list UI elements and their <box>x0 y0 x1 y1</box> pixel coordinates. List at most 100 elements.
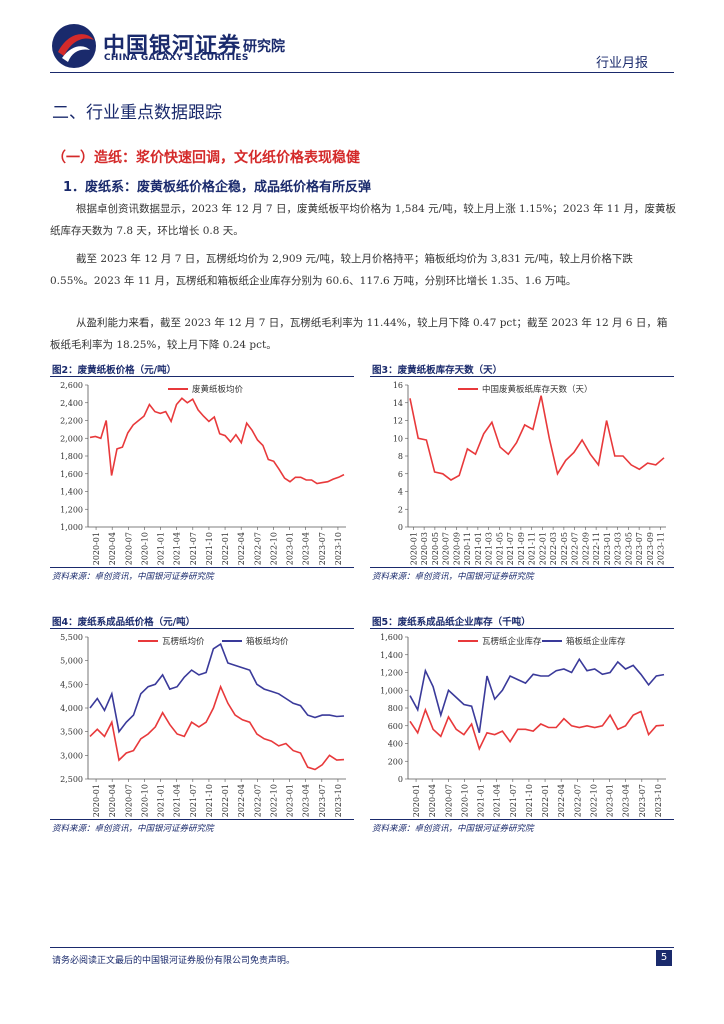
x-tick-label: 2023-10 <box>334 784 343 817</box>
x-tick-label: 2021-01 <box>157 532 166 565</box>
x-tick-label: 2022-01 <box>538 532 547 565</box>
legend-label: 废黄纸板均价 <box>192 384 244 395</box>
x-tick-label: 2023-10 <box>654 784 663 817</box>
y-tick-label: 2 <box>398 505 403 514</box>
y-tick-label: 10 <box>393 434 403 443</box>
chart-title: 图3：废黄纸板库存天数（天） <box>372 365 503 376</box>
x-tick-label: 2020-01 <box>92 532 101 565</box>
chart-rule <box>370 628 674 629</box>
series-line-0 <box>89 397 345 485</box>
x-tick-label: 2023-07 <box>318 784 327 817</box>
y-tick-label: 5,000 <box>60 657 83 666</box>
y-tick-label: 400 <box>388 740 403 749</box>
logo-icon <box>52 24 96 68</box>
chart-title: 图5：废纸系成品纸企业库存（千吨） <box>372 617 531 628</box>
chart-rule <box>370 376 674 377</box>
x-tick-label: 2020-01 <box>409 532 418 565</box>
y-tick-label: 3,500 <box>60 728 83 737</box>
x-tick-label: 2022-10 <box>269 532 278 565</box>
x-tick-label: 2020-10 <box>140 532 149 565</box>
chart-source: 资料来源：卓创资讯，中国银河证券研究院 <box>52 572 214 582</box>
x-tick-label: 2022-07 <box>253 532 262 565</box>
x-tick-label: 2023-10 <box>334 532 343 565</box>
x-tick-label: 2020-04 <box>108 532 117 565</box>
y-tick-label: 5,500 <box>60 633 83 642</box>
y-tick-label: 1,400 <box>60 488 83 497</box>
x-tick-label: 2021-05 <box>495 532 504 565</box>
x-tick-label: 2022-10 <box>269 784 278 817</box>
x-tick-label: 2023-01 <box>286 784 295 817</box>
x-tick-label: 2021-07 <box>189 532 198 565</box>
x-tick-label: 2020-05 <box>431 532 440 565</box>
brand-name-en: CHINA GALAXY SECURITIES <box>104 53 249 63</box>
x-tick-label: 2021-04 <box>493 784 502 817</box>
sub-sub-section-title: 1．废纸系：废黄板纸价格企稳，成品纸价格有所反弹 <box>63 180 372 195</box>
x-tick-label: 2020-01 <box>412 784 421 817</box>
x-tick-label: 2021-01 <box>477 784 486 817</box>
paragraph: 从盈利能力来看，截至 2023 年 12 月 7 日，瓦楞纸毛利率为 11.44… <box>50 317 668 351</box>
legend-label: 瓦楞纸均价 <box>162 636 205 647</box>
x-tick-label: 2021-09 <box>517 532 526 565</box>
x-tick-label: 2021-04 <box>173 532 182 565</box>
x-tick-label: 2022-07 <box>571 532 580 565</box>
y-tick-label: 6 <box>398 470 403 479</box>
footer-divider <box>50 947 674 948</box>
y-tick-label: 16 <box>393 381 403 390</box>
x-tick-label: 2021-07 <box>509 784 518 817</box>
legend-label: 箱板纸均价 <box>246 636 289 647</box>
y-tick-label: 12 <box>393 417 403 426</box>
y-tick-label: 2,000 <box>60 434 83 443</box>
x-tick-label: 2020-10 <box>460 784 469 817</box>
y-tick-label: 1,000 <box>60 523 83 532</box>
x-tick-label: 2020-01 <box>92 784 101 817</box>
x-tick-label: 2022-01 <box>221 532 230 565</box>
y-tick-label: 2,200 <box>60 417 83 426</box>
series-line-1 <box>89 642 345 734</box>
x-tick-label: 2022-04 <box>557 784 566 817</box>
x-tick-label: 2022-05 <box>560 532 569 565</box>
y-tick-label: 200 <box>388 757 403 766</box>
x-tick-label: 2021-10 <box>205 784 214 817</box>
y-tick-label: 1,600 <box>380 633 403 642</box>
y-tick-label: 14 <box>393 399 403 408</box>
chart-fig4: 2,500 3,000 3,500 4,000 4,500 5,000 5,500 2020-… <box>60 633 346 817</box>
x-tick-label: 2021-01 <box>157 784 166 817</box>
x-tick-label: 2022-10 <box>589 784 598 817</box>
chart-rule <box>50 819 354 820</box>
x-tick-label: 2023-01 <box>603 532 612 565</box>
x-tick-label: 2022-04 <box>237 532 246 565</box>
x-tick-label: 2023-04 <box>622 784 631 817</box>
chart-fig2: 1,000 1,200 1,400 1,600 1,800 2,000 2,200 2,400… <box>60 381 346 565</box>
chart-rule <box>370 567 674 568</box>
chart-source: 资料来源：卓创资讯，中国银河证券研究院 <box>372 572 534 582</box>
x-tick-label: 2020-04 <box>108 784 117 817</box>
x-tick-label: 2021-10 <box>525 784 534 817</box>
x-tick-label: 2022-01 <box>221 784 230 817</box>
chart-rule <box>50 567 354 568</box>
y-tick-label: 600 <box>388 722 403 731</box>
x-tick-label: 2022-07 <box>573 784 582 817</box>
series-line-0 <box>89 684 345 771</box>
chart-source: 资料来源：卓创资讯，中国银河证券研究院 <box>372 824 534 834</box>
x-tick-label: 2023-07 <box>638 784 647 817</box>
x-tick-label: 2023-11 <box>657 532 666 565</box>
x-tick-label: 2021-10 <box>205 532 214 565</box>
x-tick-label: 2023-09 <box>646 532 655 565</box>
x-tick-label: 2022-04 <box>237 784 246 817</box>
page-number: 5 <box>656 950 672 966</box>
legend-label: 中国废黄板纸库存天数（天） <box>482 384 593 395</box>
x-tick-label: 2023-07 <box>318 532 327 565</box>
x-tick-label: 2020-07 <box>124 784 133 817</box>
series-line-1 <box>409 657 665 734</box>
chart-title: 图2：废黄纸板价格（元/吨） <box>52 365 177 376</box>
y-tick-label: 1,800 <box>60 452 83 461</box>
paragraph: 根据卓创资讯数据显示，2023 年 12 月 7 日，废黄纸板平均价格为 1,5… <box>50 203 677 237</box>
y-tick-label: 8 <box>398 452 403 461</box>
chart-source: 资料来源：卓创资讯，中国银河证券研究院 <box>52 824 214 834</box>
x-tick-label: 2022-09 <box>581 532 590 565</box>
y-tick-label: 800 <box>388 704 403 713</box>
y-tick-label: 1,200 <box>380 669 403 678</box>
series-line-0 <box>409 395 665 481</box>
chart-fig5: 0 200 400 600 800 1,000 1,200 1,400 1,600 2020-01… <box>380 633 666 817</box>
